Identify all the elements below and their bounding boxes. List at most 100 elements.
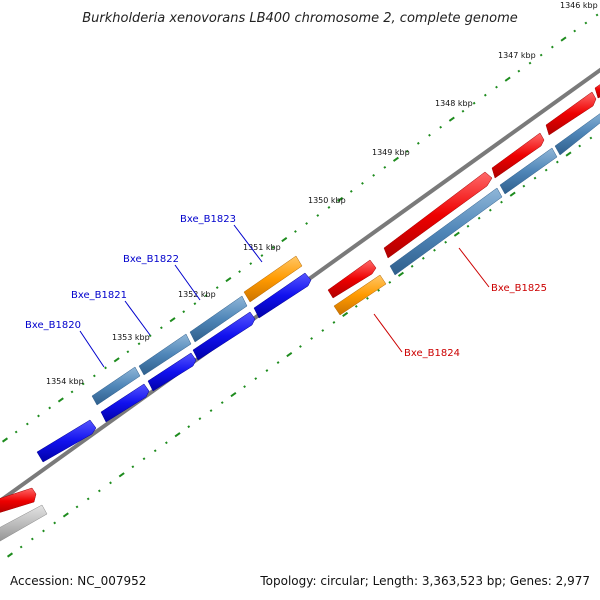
- minor-tick: [14, 430, 18, 434]
- leader-line: [124, 300, 151, 336]
- leader-line: [373, 313, 403, 353]
- major-tick: [504, 76, 511, 82]
- cds-arrow: [594, 84, 600, 99]
- minor-tick: [131, 465, 135, 469]
- minor-tick: [276, 361, 280, 364]
- minor-tick: [48, 406, 52, 410]
- ruler-label: 1349 kbp: [372, 148, 410, 157]
- minor-tick: [316, 214, 320, 217]
- gene-bar: [243, 255, 303, 303]
- minor-tick: [137, 342, 141, 346]
- minor-tick: [477, 216, 481, 220]
- minor-tick: [544, 168, 548, 172]
- major-tick: [6, 552, 14, 558]
- minor-tick: [354, 305, 358, 308]
- gene-bar: [554, 113, 600, 156]
- minor-tick: [265, 369, 269, 372]
- minor-tick: [332, 321, 336, 324]
- gene-label: Bxe_B1822: [123, 254, 179, 265]
- minor-tick: [215, 286, 219, 290]
- minor-tick: [164, 441, 168, 445]
- minor-tick: [193, 302, 197, 306]
- minor-tick: [220, 401, 224, 405]
- ruler-label: 1346 kbp: [560, 1, 598, 10]
- cds-arrow: [327, 259, 377, 299]
- gene-labels: Bxe_B1820 Bxe_B1821 Bxe_B1822 Bxe_B1823 …: [25, 214, 547, 359]
- minor-tick: [349, 190, 353, 193]
- minor-tick: [148, 334, 152, 338]
- minor-tick: [310, 337, 314, 340]
- minor-tick: [187, 425, 191, 429]
- minor-tick: [30, 537, 34, 541]
- major-tick: [230, 392, 237, 398]
- minor-tick: [361, 181, 364, 185]
- leader-line: [233, 224, 263, 263]
- cds-arrow: [192, 311, 256, 361]
- minor-tick: [416, 141, 420, 145]
- minor-tick: [260, 254, 264, 257]
- minor-tick: [305, 222, 309, 225]
- genome-summary-text: Topology: circular; Length: 3,363,523 bp…: [259, 574, 590, 588]
- minor-tick: [97, 489, 101, 493]
- major-tick: [62, 512, 69, 518]
- minor-tick: [254, 377, 258, 380]
- minor-tick: [383, 165, 387, 169]
- gene-bar: [389, 187, 503, 276]
- minor-tick: [19, 545, 23, 549]
- minor-tick: [37, 414, 40, 418]
- minor-tick: [584, 21, 588, 25]
- gene-label: Bxe_B1821: [71, 290, 127, 301]
- minor-tick: [595, 13, 599, 17]
- ruler-labels: 1346 kbp 1347 kbp 1348 kbp 1349 kbp 1350…: [46, 1, 598, 386]
- ruler-label: 1352 kbp: [178, 290, 216, 299]
- ruler-label: 1351 kbp: [243, 243, 281, 252]
- cds-arrow: [383, 171, 493, 259]
- major-tick: [565, 151, 572, 157]
- minor-tick: [25, 422, 29, 426]
- minor-tick: [204, 294, 208, 298]
- gene-leader-lines: [79, 224, 490, 368]
- major-tick: [57, 397, 64, 403]
- accession-text: Accession: NC_007952: [10, 574, 146, 588]
- major-tick: [509, 191, 516, 197]
- minor-tick: [410, 264, 414, 268]
- minor-tick: [126, 350, 130, 354]
- cds-arrow: [253, 272, 312, 319]
- gene-label: Bxe_B1820: [25, 320, 81, 331]
- map-title: Burkholderia xenovorans LB400 chromosome…: [82, 11, 518, 26]
- major-tick: [560, 36, 567, 42]
- minor-tick: [92, 374, 96, 378]
- cds-arrow: [0, 487, 37, 513]
- minor-tick: [439, 125, 443, 129]
- major-tick: [286, 351, 293, 358]
- gene-bar: [499, 147, 558, 195]
- minor-tick: [488, 208, 492, 212]
- minor-tick: [421, 256, 425, 260]
- minor-tick: [249, 262, 253, 265]
- cds-arrow: [545, 91, 597, 136]
- minor-tick: [483, 93, 487, 97]
- minor-tick: [271, 246, 275, 249]
- minor-tick: [321, 329, 325, 332]
- minor-tick: [578, 144, 582, 148]
- gene-bar: [0, 504, 48, 542]
- minor-tick: [182, 310, 186, 314]
- minor-tick: [472, 101, 476, 105]
- gene-features: [0, 84, 600, 542]
- major-tick: [225, 277, 232, 283]
- gene-label: Bxe_B1824: [404, 348, 460, 359]
- minor-tick: [42, 529, 45, 533]
- major-tick: [281, 236, 288, 243]
- minor-tick: [589, 136, 593, 140]
- major-tick: [397, 271, 404, 277]
- minor-tick: [299, 345, 302, 348]
- cds-arrow: [147, 352, 197, 392]
- ruler-label: 1347 kbp: [498, 51, 536, 60]
- minor-tick: [533, 176, 537, 180]
- gene-label: Bxe_B1823: [180, 214, 236, 225]
- minor-tick: [109, 481, 112, 485]
- gene-bar: [91, 366, 141, 406]
- minor-tick: [159, 326, 163, 330]
- minor-tick: [209, 409, 213, 413]
